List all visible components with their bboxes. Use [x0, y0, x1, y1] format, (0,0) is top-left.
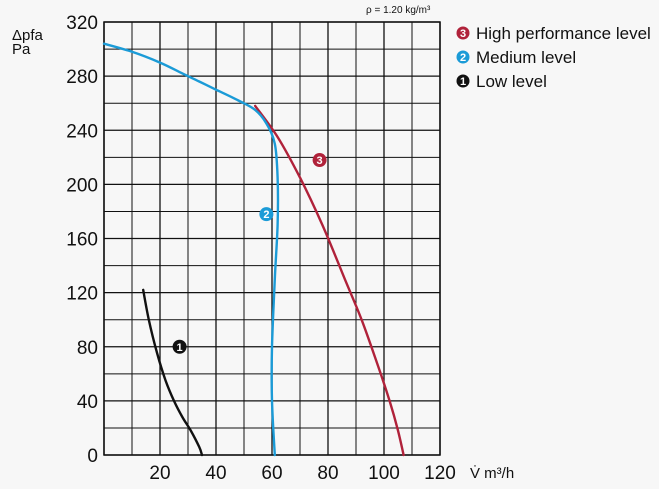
curve-marker-number: 1 — [177, 342, 183, 354]
y-tick-label: 200 — [66, 175, 98, 196]
y-tick-labels: 0 40 80 120 160 200 240 280 320 — [66, 13, 98, 467]
curve-marker-3: 3 — [312, 153, 327, 168]
curve-marker-number: 3 — [317, 155, 323, 167]
x-tick-label: 100 — [368, 463, 400, 484]
legend-marker-number: 2 — [460, 52, 466, 64]
legend-label: Low level — [476, 72, 547, 91]
density-note: ρ = 1.20 kg/m³ — [366, 5, 431, 16]
series-lines — [102, 42, 405, 457]
legend-marker — [456, 50, 470, 64]
y-tick-label: 320 — [66, 13, 98, 34]
curve-marker-number: 2 — [263, 209, 269, 221]
y-axis-unit: Pa — [12, 41, 31, 58]
series-line-2 — [102, 42, 280, 457]
series-line-3 — [142, 288, 204, 457]
x-tick-labels: 20 40 60 80 100 120 — [149, 463, 455, 484]
legend-label: Medium level — [476, 48, 576, 67]
legend-label: High performance level — [476, 24, 651, 43]
legend-marker-number: 3 — [460, 28, 466, 40]
x-tick-label: 80 — [317, 463, 338, 484]
legend-marker — [456, 26, 470, 40]
y-axis-label: Δpfa — [12, 27, 44, 44]
y-tick-label: 280 — [66, 67, 98, 88]
x-tick-label: 60 — [261, 463, 282, 484]
plot-frame — [103, 21, 441, 456]
legend-item-1: 3 High performance level — [456, 24, 651, 43]
legend-marker — [456, 74, 470, 88]
x-tick-label: 120 — [424, 463, 456, 484]
curve-markers: 3 2 1 — [172, 153, 327, 354]
legend-item-3: 1 Low level — [456, 72, 547, 91]
y-tick-label: 240 — [66, 121, 98, 142]
curve-marker-circle — [172, 339, 187, 354]
series-line-1 — [254, 104, 405, 457]
legend-marker-number: 1 — [460, 76, 466, 88]
curve-marker-circle — [312, 153, 327, 168]
curve-marker-circle — [259, 207, 274, 222]
legend-item-2: 2 Medium level — [456, 48, 576, 67]
x-tick-label: 20 — [149, 463, 170, 484]
curve-marker-2: 2 — [259, 207, 274, 222]
y-axis-label-quantity: Δpfa — [12, 27, 44, 44]
legend: 3 High performance level 2 Medium level 1 Low… — [456, 24, 651, 91]
y-tick-label: 160 — [66, 230, 98, 251]
y-tick-label: 40 — [77, 392, 98, 413]
y-tick-label: 80 — [77, 338, 98, 359]
y-tick-label: 120 — [66, 284, 98, 305]
x-axis-label: V̇ m³/h — [470, 465, 514, 482]
curve-marker-1: 1 — [172, 339, 187, 354]
x-tick-label: 40 — [205, 463, 226, 484]
y-tick-label: 0 — [87, 446, 98, 467]
